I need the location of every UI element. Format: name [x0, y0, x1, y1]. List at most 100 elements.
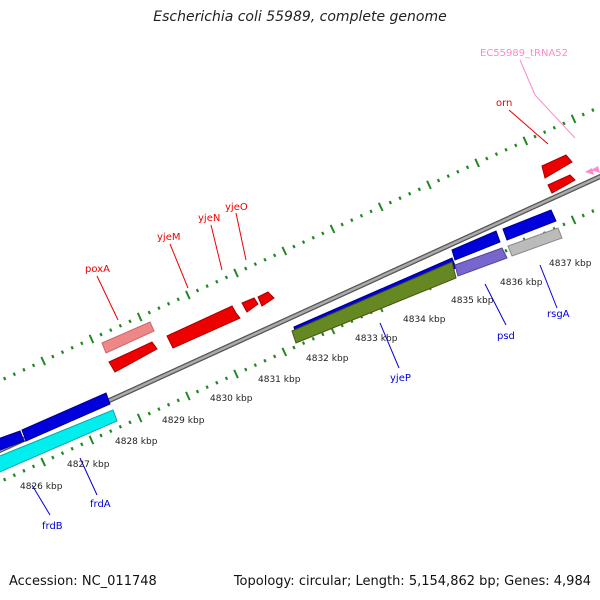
gene-orn-shape[interactable] — [541, 154, 573, 179]
reverse-genes — [0, 209, 563, 474]
minor-tick — [195, 389, 200, 394]
minor-tick — [562, 121, 566, 126]
minor-tick — [215, 380, 219, 385]
accession-info: Accession: NC_011748 — [9, 574, 157, 589]
major-tick — [474, 158, 480, 168]
kbp-label: 4831 kbp — [258, 375, 301, 385]
minor-tick — [147, 310, 151, 315]
kbp-label: 4827 kbp — [67, 460, 110, 470]
minor-tick — [263, 358, 267, 363]
gene-rsgA-shape[interactable] — [502, 209, 557, 241]
length-value: 5,154,862 bp — [408, 574, 496, 589]
minor-tick — [581, 112, 585, 117]
minor-tick — [157, 306, 161, 311]
label-leaders — [31, 59, 576, 516]
gene-yjeN-shape[interactable] — [241, 297, 259, 313]
minor-tick — [581, 213, 585, 218]
major-tick — [88, 435, 95, 445]
minor-tick — [591, 108, 595, 113]
genome-summary: Topology: circular; Length: 5,154,862 bp… — [233, 574, 591, 589]
minor-tick — [244, 266, 248, 271]
major-tick — [426, 180, 432, 190]
minor-tick — [22, 367, 26, 372]
gene-label-rsgA[interactable]: rsgA — [547, 309, 570, 320]
minor-tick — [533, 134, 537, 139]
gene-yjeO-shape[interactable] — [257, 291, 275, 307]
minor-tick — [340, 222, 344, 227]
minor-tick — [176, 398, 180, 403]
gene-psd-shape[interactable] — [451, 230, 501, 261]
gene-label-yjeP[interactable]: yjeP — [390, 373, 411, 384]
major-tick — [281, 347, 288, 357]
minor-tick — [80, 341, 84, 346]
gene-label-psd[interactable]: psd — [497, 331, 515, 342]
minor-tick — [311, 336, 315, 341]
kbp-label: 4834 kbp — [403, 315, 446, 325]
minor-tick — [51, 455, 55, 460]
map-title: Escherichia coli 55989, complete genome — [153, 9, 447, 25]
major-tick — [233, 268, 239, 278]
minor-tick — [60, 451, 65, 456]
gene-label-trna[interactable]: EC55989_tRNA52 — [480, 48, 568, 59]
gene-label-yjeO[interactable]: yjeO — [225, 202, 248, 213]
gene-label-frdA[interactable]: frdA — [90, 499, 111, 510]
kbp-labels: 4826 kbp 4827 kbp 4828 kbp 4829 kbp 4830… — [20, 259, 592, 492]
gene-yjeM-shape[interactable] — [166, 305, 241, 349]
major-tick — [522, 136, 529, 146]
minor-tick — [253, 363, 258, 368]
minor-tick — [263, 257, 267, 262]
gene-poxA-shape[interactable] — [101, 321, 155, 354]
major-tick — [570, 215, 577, 225]
minor-tick — [31, 363, 36, 368]
gene-label-poxA[interactable]: poxA — [85, 264, 110, 275]
gene-psd-light[interactable] — [454, 247, 508, 277]
minor-tick — [272, 253, 277, 258]
gene-frdA-shape[interactable] — [21, 392, 111, 442]
minor-tick — [118, 323, 123, 328]
gene-label-frdB[interactable]: frdB — [42, 521, 63, 532]
gene-poxA-arrow[interactable] — [108, 341, 158, 373]
minor-tick — [321, 231, 325, 236]
minor-tick — [417, 187, 421, 192]
minor-tick — [244, 367, 248, 372]
minor-tick — [504, 248, 508, 253]
kbp-label: 4833 kbp — [355, 334, 398, 344]
minor-tick — [12, 473, 16, 478]
genes-label: Genes: — [504, 574, 550, 589]
minor-tick — [70, 345, 74, 350]
gene-frdB-shape[interactable] — [0, 430, 25, 452]
major-tick — [329, 224, 336, 234]
minor-tick — [301, 240, 306, 245]
length-label: Length: — [355, 574, 405, 589]
forward-genes — [101, 154, 600, 373]
minor-tick — [157, 407, 161, 412]
kbp-label: 4837 kbp — [549, 259, 592, 269]
minor-tick — [465, 165, 470, 170]
gene-label-orn[interactable]: orn — [496, 98, 512, 109]
minor-tick — [176, 297, 180, 302]
minor-tick — [456, 169, 460, 174]
topology-label: Topology: — [233, 574, 295, 589]
minor-tick — [22, 468, 26, 473]
minor-tick — [2, 376, 7, 381]
kbp-label: 4826 kbp — [20, 482, 63, 492]
minor-tick — [224, 376, 229, 381]
minor-tick — [166, 402, 171, 407]
minor-tick — [109, 328, 113, 333]
minor-tick — [166, 301, 171, 306]
major-tick — [40, 356, 47, 366]
minor-tick — [388, 200, 393, 205]
gene-rsgA-gray[interactable] — [507, 227, 563, 257]
gene-frdA-cyan[interactable] — [0, 409, 118, 474]
topology-value: circular — [298, 574, 347, 589]
minor-tick — [224, 275, 229, 280]
gene-label-yjeM[interactable]: yjeM — [157, 232, 180, 243]
gene-trna-shapes[interactable] — [585, 166, 600, 175]
gene-orn2-shape[interactable] — [547, 174, 576, 194]
minor-tick — [99, 332, 103, 337]
gene-yjeP-band[interactable] — [291, 261, 457, 344]
gene-label-yjeN[interactable]: yjeN — [198, 213, 220, 224]
minor-tick — [99, 433, 103, 438]
major-tick — [185, 391, 191, 401]
